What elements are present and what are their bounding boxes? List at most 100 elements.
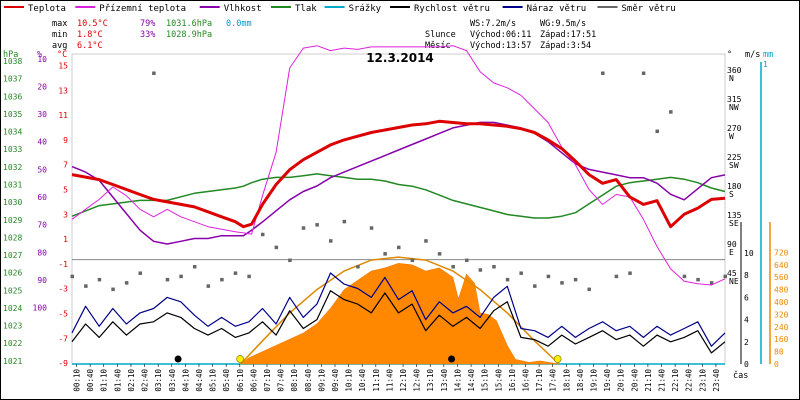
axis-wm2-tick: 320 (774, 310, 789, 319)
axis-time-tick: 03:10 (154, 369, 163, 392)
axis-hpa-tick: 1035 (3, 110, 22, 119)
axis-hpa-unit: hPa (3, 50, 18, 60)
wind-dir-point (437, 252, 442, 256)
axis-pct-tick: 70 (37, 221, 47, 230)
axis-degc-unit: °C (57, 50, 67, 60)
legend-label: Teplota (28, 4, 66, 14)
axis-dir-name: E (729, 248, 734, 257)
axis-hpa-tick: 1038 (3, 57, 22, 66)
wind-dir-point (383, 252, 387, 256)
axis-ms-tick: 4 (744, 316, 749, 325)
axis-time-tick: 04:40 (195, 369, 204, 392)
wind-dir-point (410, 258, 415, 263)
axis-pct-tick: 20 (37, 82, 47, 91)
stats-humidity: 33% (140, 30, 155, 40)
axis-hpa-tick: 1029 (3, 216, 22, 225)
axis-dir-deg: 135 (727, 211, 742, 220)
axis-degc-tick: -5 (58, 310, 68, 319)
axis-hpa-tick: 1034 (3, 128, 22, 137)
wind-dir-point (614, 274, 619, 279)
sunset-icon (553, 355, 562, 363)
axis-time-tick: 07:10 (263, 369, 272, 392)
axis-time-tick: 08:40 (304, 369, 313, 392)
stats-row-label: max (52, 19, 67, 29)
axis-time-tick: 09:40 (331, 369, 340, 392)
axis-dir-deg: 315 (727, 95, 742, 104)
axis-ms-tick: 6 (744, 293, 749, 302)
stats-temp: 10.5°C (77, 19, 108, 29)
legend-label: Náraz větru (527, 4, 587, 14)
wind-dir-point (206, 284, 211, 288)
axis-time-tick: 12:40 (413, 369, 422, 392)
axis-time-tick: 01:10 (100, 369, 109, 392)
axis-wm2-tick: 640 (774, 261, 789, 270)
sun-rise: Východ:06:11 (470, 30, 531, 40)
wind-dir-point (628, 271, 632, 275)
axis-time-tick: 05:40 (222, 369, 231, 392)
axis-hpa-tick: 1032 (3, 163, 22, 172)
axis-dir-name: NE (729, 277, 739, 286)
axis-time-tick: 14:10 (453, 369, 462, 392)
axis-dir-name: N (729, 74, 734, 83)
axis-time-tick: 02:40 (141, 369, 150, 392)
axis-mm-unit: mm (763, 50, 773, 60)
axis-hpa-tick: 1028 (3, 233, 22, 242)
wind-dir-point (247, 274, 251, 279)
axis-degc-tick: -9 (58, 359, 68, 368)
axis-dir-name: NW (729, 103, 739, 112)
series-wind-gust (71, 272, 726, 347)
wind-dir-point (301, 226, 306, 230)
wind-dir-point (478, 268, 483, 272)
sun-set: Západ:17:51 (540, 30, 596, 40)
axis-wm2-tick: 80 (774, 348, 784, 357)
wind-dir-point (165, 277, 170, 282)
axis-time-tick: 19:40 (603, 369, 612, 392)
axis-hpa-tick: 1024 (3, 304, 22, 313)
sunrise-icon (236, 355, 245, 363)
axis-time-tick: 23:40 (712, 369, 721, 392)
wind-dir-point (492, 265, 496, 269)
stats-pressure: 1028.9hPa (166, 30, 212, 40)
wind-dir-point (124, 281, 129, 285)
wind-dir-point (560, 281, 564, 285)
axis-time-tick: 11:40 (385, 369, 394, 392)
axis-dir-deg: 225 (727, 153, 742, 162)
axis-time-tick: 21:40 (658, 369, 667, 392)
wind-dir-point (315, 223, 319, 227)
axis-dir-deg: 360 (727, 66, 742, 75)
wind-dir-point (519, 271, 523, 275)
axis-time-tick: 05:10 (209, 369, 218, 392)
axis-pct-tick: 100 (33, 304, 48, 313)
axis-hpa-tick: 1031 (3, 180, 22, 189)
axis-hpa-tick: 1021 (3, 357, 22, 366)
wind-dir-point (220, 277, 224, 282)
legend-label: Tlak (295, 4, 317, 14)
axis-dir-name: W (729, 132, 734, 141)
axis-time-tick: 01:40 (113, 369, 122, 392)
axis-dir-deg: 180 (727, 182, 742, 191)
stats-wg: WG:9.5m/s (540, 19, 586, 29)
stats-humidity: 79% (140, 19, 155, 29)
wind-dir-point (111, 287, 115, 292)
axis-time-tick: 17:40 (549, 369, 558, 392)
axis-time-tick: 12:10 (399, 369, 408, 392)
axis-time-tick: 00:10 (73, 369, 82, 392)
axis-ms-tick: 10 (744, 249, 754, 258)
axis-wm2-tick: 480 (774, 286, 789, 295)
axis-time-tick: 00:40 (86, 369, 95, 392)
stats-row-label: min (52, 30, 67, 40)
axis-degc-tick: 1 (63, 235, 68, 244)
wind-dir-point (192, 265, 197, 269)
stats-temp: 6.1°C (77, 41, 103, 51)
axis-time-unit: čas (733, 370, 748, 381)
axis-time-tick: 20:40 (630, 369, 639, 392)
series-theoretical-solar (240, 256, 560, 365)
moonrise-icon (448, 355, 456, 363)
axis-dir-unit: ° (727, 50, 732, 60)
series-solar-area (239, 263, 560, 365)
axis-pct-tick: 80 (37, 248, 47, 257)
axis-ms-tick: 8 (744, 271, 749, 280)
axis-pct-unit: % (37, 50, 42, 60)
axis-degc-tick: -3 (58, 285, 68, 294)
